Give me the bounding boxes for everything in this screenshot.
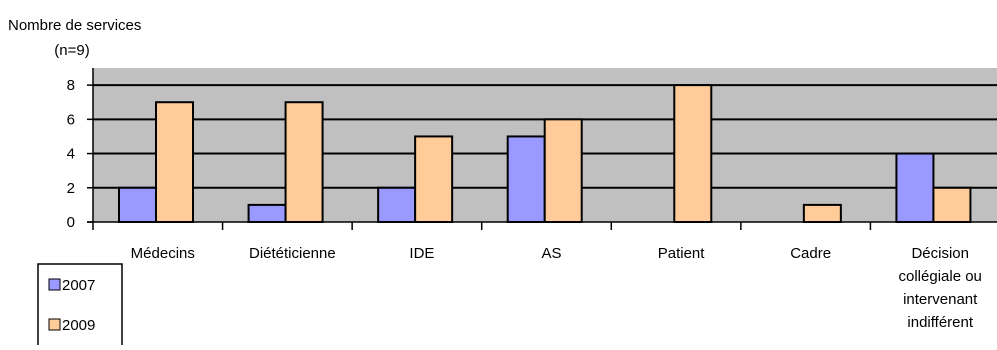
plot-area: 0 2 4 6 8 Médecins Diététicienne IDE AS Patient Ca… <box>67 68 997 331</box>
x-tick-label: Patient <box>658 245 706 262</box>
y-tick-label: 6 <box>67 111 75 128</box>
x-tick-label: AS <box>541 245 561 262</box>
y-axis-title-line2: (n=9) <box>54 42 89 59</box>
bar-2009-1 <box>284 101 324 223</box>
legend-label-2007: 2007 <box>62 277 95 294</box>
bar-2007-3 <box>506 135 546 223</box>
bar-2007-0 <box>118 186 157 223</box>
bar-2009-4 <box>673 84 713 223</box>
bar-2009-0 <box>155 101 194 223</box>
x-tick-label: collégiale ou <box>899 268 982 285</box>
legend-box <box>37 263 123 350</box>
y-tick-label: 0 <box>67 214 75 231</box>
bar-2009-2 <box>414 135 454 223</box>
legend: 2007 2009 <box>37 263 123 350</box>
x-tick-label: Cadre <box>790 245 831 262</box>
bar-2007-1 <box>247 203 287 223</box>
x-tick-label: Décision <box>911 245 969 262</box>
bar-2007-2 <box>377 186 417 223</box>
chart-labels: Nombre de services (n=9) <box>8 17 141 59</box>
x-tick-label: Médecins <box>131 245 195 262</box>
x-tick-label: indifférent <box>907 314 973 331</box>
legend-label-2009: 2009 <box>62 317 95 334</box>
x-tick-label: intervenant <box>903 291 978 308</box>
bar-2009-6 <box>932 186 972 223</box>
bar-2009-5 <box>802 203 842 223</box>
bar-2007-6 <box>895 152 935 223</box>
y-tick-label: 4 <box>67 146 75 163</box>
y-axis-title-line1: Nombre de services <box>8 17 141 34</box>
legend-swatch-2007 <box>48 278 61 291</box>
x-tick-label: IDE <box>409 245 434 262</box>
y-tick-label: 8 <box>67 77 75 94</box>
legend-swatch-2009 <box>48 318 61 331</box>
y-tick-label: 2 <box>67 180 75 197</box>
bar-2009-3 <box>543 118 583 223</box>
x-tick-label: Diététicienne <box>249 245 336 262</box>
